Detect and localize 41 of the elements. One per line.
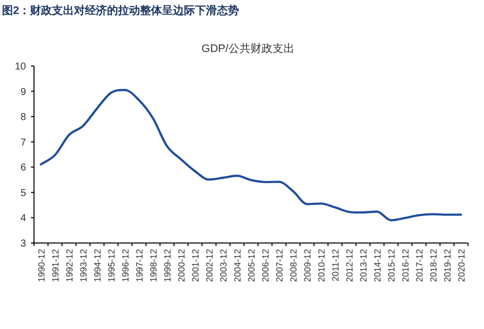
- x-tick-label: 1993-12: [78, 249, 88, 282]
- y-tick-label: 3: [20, 238, 26, 250]
- x-tick-label: 2017-12: [414, 249, 424, 282]
- x-tick-label: 2014-12: [372, 249, 382, 282]
- y-tick-label: 6: [20, 162, 26, 174]
- x-tick-label: 2009-12: [302, 249, 312, 282]
- title: 图2：财政支出对经济的拉动整体呈边际下滑态势: [2, 5, 240, 17]
- x-tick-label: 2013-12: [358, 249, 368, 282]
- x-tick-label: 2005-12: [246, 249, 256, 282]
- x-tick-label: 2010-12: [316, 249, 326, 282]
- x-tick-label: 2007-12: [274, 249, 284, 282]
- x-tick-label: 2003-12: [218, 249, 228, 282]
- y-tick-label: 8: [20, 112, 26, 124]
- x-tick-label: 2016-12: [400, 249, 410, 282]
- subtitle: GDP/公共财政支出: [202, 43, 294, 55]
- x-tick-label: 1998-12: [148, 249, 158, 282]
- x-tick-label: 1995-12: [106, 249, 116, 282]
- x-tick-label: 2001-12: [190, 249, 200, 282]
- x-tick-label: 2011-12: [330, 249, 340, 282]
- y-tick-label: 7: [20, 137, 26, 148]
- x-tick-label: 1994-12: [92, 249, 102, 282]
- x-tick-label: 2008-12: [288, 249, 298, 282]
- x-tick-label: 2019-12: [442, 249, 452, 282]
- y-tick-label: 5: [20, 188, 26, 199]
- y-tick-label: 9: [20, 86, 26, 98]
- x-tick-label: 1991-12: [50, 249, 60, 282]
- x-tick-label: 1997-12: [134, 249, 144, 282]
- x-tick-label: 1992-12: [64, 249, 74, 282]
- y-tick-label: 4: [20, 213, 26, 224]
- x-tick-label: 1990-12: [36, 249, 46, 282]
- x-tick-label: 2004-12: [232, 249, 242, 282]
- x-tick-label: 2006-12: [260, 249, 270, 282]
- x-tick-label: 2002-12: [204, 249, 214, 282]
- x-tick-label: 2012-12: [344, 249, 354, 282]
- x-tick-label: 2000-12: [176, 249, 186, 282]
- x-tick-label: 2015-12: [386, 249, 396, 282]
- x-tick-label: 2018-12: [428, 249, 438, 282]
- x-tick-label: 2020-12: [456, 249, 466, 282]
- x-tick-label: 1996-12: [120, 249, 130, 282]
- x-tick-label: 1999-12: [162, 249, 172, 282]
- y-tick-label: 10: [14, 62, 26, 72]
